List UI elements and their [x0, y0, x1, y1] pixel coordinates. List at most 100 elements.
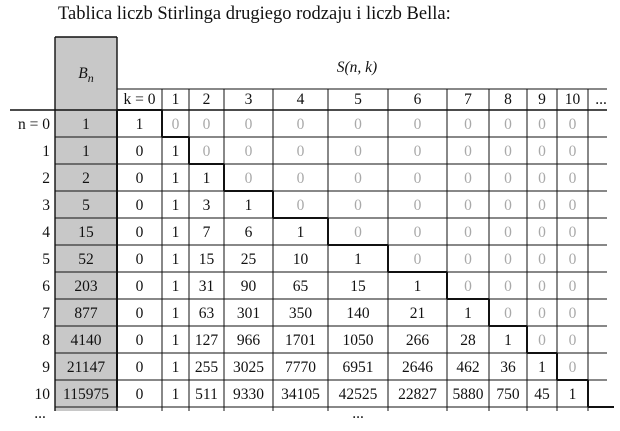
stirling-cell: 0	[354, 197, 362, 214]
stirling-cell: 1	[245, 197, 253, 214]
stirling-cell: 1	[172, 386, 180, 403]
stirling-cell: 1	[172, 170, 180, 187]
stirling-cell: 0	[414, 197, 422, 214]
stirling-cell: 1	[538, 359, 546, 376]
stirling-cell: 0	[245, 143, 253, 160]
bell-number-cell: 4140	[71, 332, 102, 349]
stirling-cell: 1	[172, 278, 180, 295]
stirling-cell: 511	[195, 386, 218, 403]
stirling-header-label: S(n, k)	[337, 59, 377, 76]
stirling-cell: 140	[346, 305, 370, 322]
bell-number-cell: 21147	[67, 359, 105, 376]
stirling-cell: 0	[464, 251, 472, 268]
bell-header-subscript: n	[88, 71, 94, 85]
stirling-cell: 0	[464, 116, 472, 133]
stirling-cell: 7770	[285, 359, 316, 376]
stirling-cell: 0	[414, 143, 422, 160]
stirling-cell: 266	[406, 332, 430, 349]
stirling-cell: 0	[354, 143, 362, 160]
stirling-cell: 45	[534, 386, 550, 403]
stirling-cell: 0	[354, 116, 362, 133]
stirling-cell: 0	[538, 224, 546, 241]
stirling-cell: 0	[538, 197, 546, 214]
stirling-cell: 0	[136, 197, 144, 214]
stirling-cell: 0	[569, 278, 577, 295]
stirling-cell: 1	[414, 278, 422, 295]
row-n-label: 5	[42, 251, 50, 268]
stirling-cell: 0	[136, 170, 144, 187]
row-n-label: 2	[42, 170, 50, 187]
stirling-cell: 0	[538, 332, 546, 349]
stirling-cell: 3025	[233, 359, 264, 376]
stirling-cell: 3	[203, 197, 211, 214]
stirling-cell: 22827	[398, 386, 437, 403]
stirling-cell: 1	[464, 305, 472, 322]
k-header-cell: 9	[538, 91, 546, 108]
stirling-cell: 0	[569, 224, 577, 241]
stirling-cell: 1	[569, 386, 577, 403]
row-n-label: 7	[42, 305, 50, 322]
stirling-ellipsis: ...	[352, 405, 364, 422]
stirling-cell: 0	[569, 197, 577, 214]
row-n-label: 4	[42, 224, 50, 241]
stirling-cell: 0	[504, 278, 512, 295]
stirling-cell: 1	[297, 224, 305, 241]
bell-number-cell: 15	[78, 224, 94, 241]
row-n-label: 6	[42, 278, 50, 295]
stirling-cell: 127	[195, 332, 219, 349]
stirling-cell: 0	[538, 278, 546, 295]
stirling-cell: 0	[569, 332, 577, 349]
stirling-cell: 34105	[281, 386, 320, 403]
stirling-cell: 1	[136, 116, 144, 133]
stirling-cell: 0	[569, 170, 577, 187]
row-n-label: 1	[42, 143, 50, 160]
row-ellipsis: ...	[34, 405, 46, 422]
row-n-label: n = 0	[18, 116, 50, 133]
stirling-cell: 0	[414, 251, 422, 268]
stirling-cell: 0	[414, 170, 422, 187]
stirling-cell: 0	[136, 143, 144, 160]
stirling-cell: 0	[464, 224, 472, 241]
stirling-cell: 966	[237, 332, 261, 349]
k-header-cell: k = 0	[124, 91, 156, 108]
stirling-cell: 0	[504, 197, 512, 214]
stirling-cell: 0	[538, 170, 546, 187]
stirling-cell: 0	[354, 224, 362, 241]
stirling-cell: 1701	[285, 332, 316, 349]
stirling-cell: 1	[172, 305, 180, 322]
k-header-cell: 2	[203, 91, 211, 108]
stirling-cell: 462	[456, 359, 479, 376]
stirling-cell: 0	[504, 251, 512, 268]
stirling-cell: 0	[538, 116, 546, 133]
k-header-cell: ...	[595, 91, 607, 108]
bell-number-cell: 1	[82, 116, 90, 133]
k-header-cell: 3	[245, 91, 253, 108]
k-header-cell: 4	[297, 91, 305, 108]
stirling-cell: 0	[297, 116, 305, 133]
k-header-cell: 6	[414, 91, 422, 108]
stirling-cell: 0	[136, 386, 144, 403]
stirling-cell: 28	[460, 332, 476, 349]
stirling-cell: 0	[504, 143, 512, 160]
stirling-cell: 0	[297, 143, 305, 160]
stirling-cell: 0	[297, 170, 305, 187]
stirling-cell: 15	[199, 251, 215, 268]
stirling-cell: 0	[414, 116, 422, 133]
stirling-cell: 1	[504, 332, 512, 349]
stirling-cell: 0	[414, 224, 422, 241]
stirling-cell: 90	[241, 278, 257, 295]
row-n-label: 9	[42, 359, 50, 376]
stirling-cell: 31	[199, 278, 215, 295]
stirling-cell: 1	[354, 251, 362, 268]
stirling-cell: 0	[538, 251, 546, 268]
stirling-cell: 255	[195, 359, 219, 376]
bell-number-cell: 1	[82, 143, 90, 160]
stirling-cell: 0	[136, 332, 144, 349]
stirling-cell: 9330	[233, 386, 264, 403]
stirling-cell: 21	[410, 305, 426, 322]
stirling-cell: 0	[538, 305, 546, 322]
stirling-cell: 0	[569, 305, 577, 322]
